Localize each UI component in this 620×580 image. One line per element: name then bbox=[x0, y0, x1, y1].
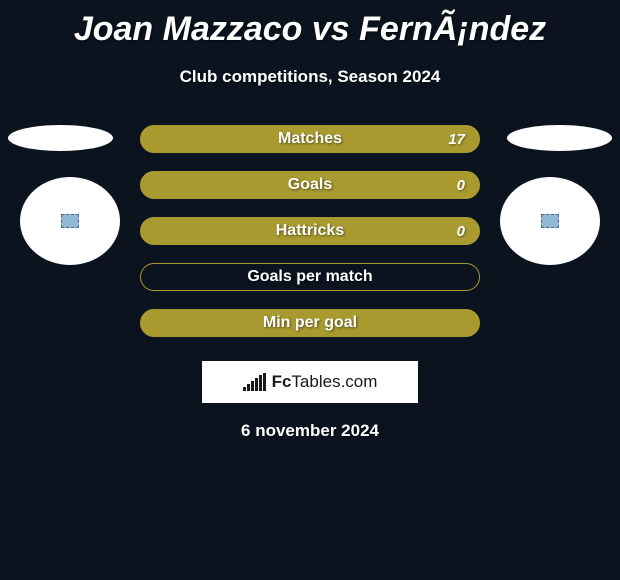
stat-row-goals: Goals 0 bbox=[140, 171, 480, 199]
avatar-placeholder-icon bbox=[541, 214, 559, 228]
stat-row-hattricks: Hattricks 0 bbox=[140, 217, 480, 245]
logo-rest: Tables.com bbox=[291, 372, 377, 391]
logo-text: FcTables.com bbox=[272, 372, 378, 392]
stat-label: Min per goal bbox=[263, 314, 357, 332]
stat-label: Goals per match bbox=[247, 268, 372, 286]
logo-bars-icon bbox=[243, 373, 266, 391]
stat-row-goals-per-match: Goals per match bbox=[140, 263, 480, 291]
stat-value-right: 0 bbox=[457, 177, 465, 194]
stat-value-right: 17 bbox=[448, 131, 465, 148]
stats-list: Matches 17 Goals 0 Hattricks 0 Goals per… bbox=[140, 125, 480, 337]
comparison-title: Joan Mazzaco vs FernÃ¡ndez bbox=[0, 0, 620, 49]
stat-value-right: 0 bbox=[457, 223, 465, 240]
comparison-date: 6 november 2024 bbox=[0, 421, 620, 441]
comparison-subtitle: Club competitions, Season 2024 bbox=[0, 67, 620, 87]
stat-label: Hattricks bbox=[276, 222, 344, 240]
logo-brand: Fc bbox=[272, 372, 292, 391]
stat-label: Goals bbox=[288, 176, 332, 194]
player-avatar-right bbox=[500, 177, 600, 265]
player-avatar-left bbox=[20, 177, 120, 265]
stat-row-min-per-goal: Min per goal bbox=[140, 309, 480, 337]
avatar-placeholder-icon bbox=[61, 214, 79, 228]
fctables-logo: FcTables.com bbox=[202, 361, 418, 403]
stat-label: Matches bbox=[278, 130, 342, 148]
stat-row-matches: Matches 17 bbox=[140, 125, 480, 153]
club-badge-left bbox=[8, 125, 113, 151]
comparison-content: Matches 17 Goals 0 Hattricks 0 Goals per… bbox=[0, 125, 620, 441]
club-badge-right bbox=[507, 125, 612, 151]
